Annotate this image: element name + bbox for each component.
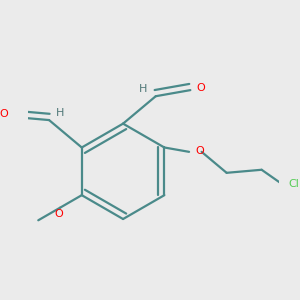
Text: O: O (196, 82, 205, 93)
Text: O: O (54, 209, 63, 219)
Text: H: H (139, 84, 147, 94)
Text: H: H (56, 107, 64, 118)
Text: O: O (195, 146, 204, 156)
Text: Cl: Cl (289, 179, 299, 189)
Text: O: O (0, 110, 8, 119)
